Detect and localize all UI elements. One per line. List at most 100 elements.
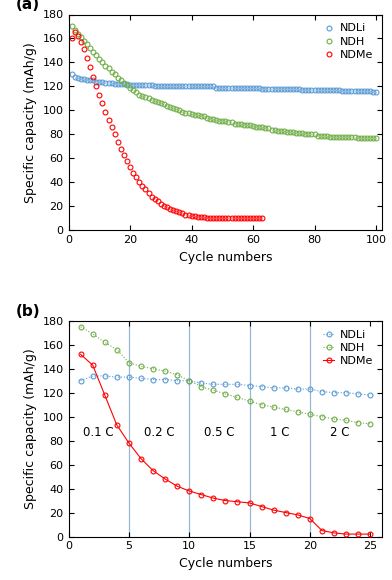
NDLi xyxy=(332,389,336,396)
Text: 2 C: 2 C xyxy=(330,426,350,438)
NDH xyxy=(283,406,288,413)
NDMe xyxy=(205,215,209,222)
Text: 0.2 C: 0.2 C xyxy=(144,426,174,438)
NDLi xyxy=(127,374,131,380)
NDH xyxy=(78,323,83,330)
NDH xyxy=(361,135,366,142)
NDH xyxy=(355,135,360,142)
NDLi xyxy=(128,82,132,89)
NDMe xyxy=(235,498,240,505)
Text: 1 C: 1 C xyxy=(270,426,289,438)
NDLi xyxy=(163,376,167,383)
NDH xyxy=(332,416,336,423)
NDMe xyxy=(356,531,360,538)
NDH xyxy=(226,119,231,126)
NDH xyxy=(223,390,228,397)
NDH xyxy=(349,133,354,140)
NDH xyxy=(344,417,348,424)
Text: (b): (b) xyxy=(15,304,40,318)
NDMe xyxy=(271,507,276,514)
NDLi xyxy=(69,71,74,78)
NDH xyxy=(251,122,256,129)
NDH xyxy=(356,419,360,426)
NDLi xyxy=(140,82,145,89)
NDH xyxy=(374,135,378,142)
NDMe xyxy=(131,169,136,176)
NDH xyxy=(175,371,180,378)
NDMe xyxy=(168,205,172,212)
NDLi xyxy=(296,386,300,393)
Y-axis label: Specific capacity (mAh/g): Specific capacity (mAh/g) xyxy=(24,42,37,203)
NDLi xyxy=(374,89,378,96)
Line: NDMe: NDMe xyxy=(78,352,372,536)
NDH xyxy=(128,84,132,91)
NDMe xyxy=(247,499,252,506)
Text: 0.1 C: 0.1 C xyxy=(83,426,114,438)
Y-axis label: Specific capacity (mAh/g): Specific capacity (mAh/g) xyxy=(24,348,37,509)
NDLi xyxy=(139,375,143,382)
X-axis label: Cycle numbers: Cycle numbers xyxy=(179,251,272,264)
Text: (a): (a) xyxy=(15,0,40,12)
NDMe xyxy=(319,527,324,534)
NDLi xyxy=(368,392,372,398)
NDMe xyxy=(199,491,203,498)
NDMe xyxy=(139,455,143,462)
NDH xyxy=(319,413,324,420)
Legend: NDLi, NDH, NDMe: NDLi, NDH, NDMe xyxy=(320,327,377,369)
NDLi xyxy=(358,88,363,95)
NDMe xyxy=(211,495,216,502)
NDLi xyxy=(187,377,192,384)
NDLi xyxy=(247,382,252,389)
NDMe xyxy=(127,440,131,447)
NDLi xyxy=(370,89,375,96)
NDLi xyxy=(307,386,312,393)
NDLi xyxy=(114,374,119,380)
Line: NDLi: NDLi xyxy=(69,72,379,95)
NDMe xyxy=(114,422,119,429)
NDLi xyxy=(344,389,348,396)
NDMe xyxy=(102,392,107,398)
NDH xyxy=(69,23,74,30)
Line: NDH: NDH xyxy=(69,24,379,140)
Line: NDLi: NDLi xyxy=(78,374,372,397)
NDLi xyxy=(151,376,155,383)
NDLi xyxy=(349,88,354,95)
NDLi xyxy=(78,377,83,384)
NDLi xyxy=(102,372,107,379)
NDLi xyxy=(235,381,240,388)
Line: NDH: NDH xyxy=(78,324,372,426)
NDH xyxy=(307,411,312,418)
NDMe xyxy=(208,215,212,222)
NDLi xyxy=(319,388,324,395)
NDH xyxy=(259,401,264,408)
NDH xyxy=(102,339,107,346)
NDMe xyxy=(344,531,348,538)
NDLi xyxy=(251,84,256,91)
NDLi xyxy=(91,372,95,379)
NDLi xyxy=(259,383,264,390)
NDMe xyxy=(283,509,288,516)
NDH xyxy=(368,420,372,427)
NDMe xyxy=(162,203,166,210)
NDH xyxy=(187,377,192,384)
NDH xyxy=(91,331,95,338)
NDMe xyxy=(257,215,261,222)
NDLi xyxy=(211,381,216,388)
NDLi xyxy=(223,381,228,388)
NDMe xyxy=(223,497,228,504)
Text: 0.5 C: 0.5 C xyxy=(204,426,235,438)
NDMe xyxy=(175,483,180,490)
NDH xyxy=(211,387,216,394)
NDMe xyxy=(163,476,167,483)
NDH xyxy=(199,383,203,390)
NDMe xyxy=(91,362,95,369)
NDLi xyxy=(283,385,288,392)
NDMe xyxy=(125,157,129,164)
NDMe xyxy=(259,503,264,510)
NDH xyxy=(271,404,276,411)
NDH xyxy=(114,346,119,353)
NDLi xyxy=(356,390,360,397)
NDH xyxy=(151,365,155,372)
NDMe xyxy=(368,531,372,538)
NDMe xyxy=(151,467,155,474)
